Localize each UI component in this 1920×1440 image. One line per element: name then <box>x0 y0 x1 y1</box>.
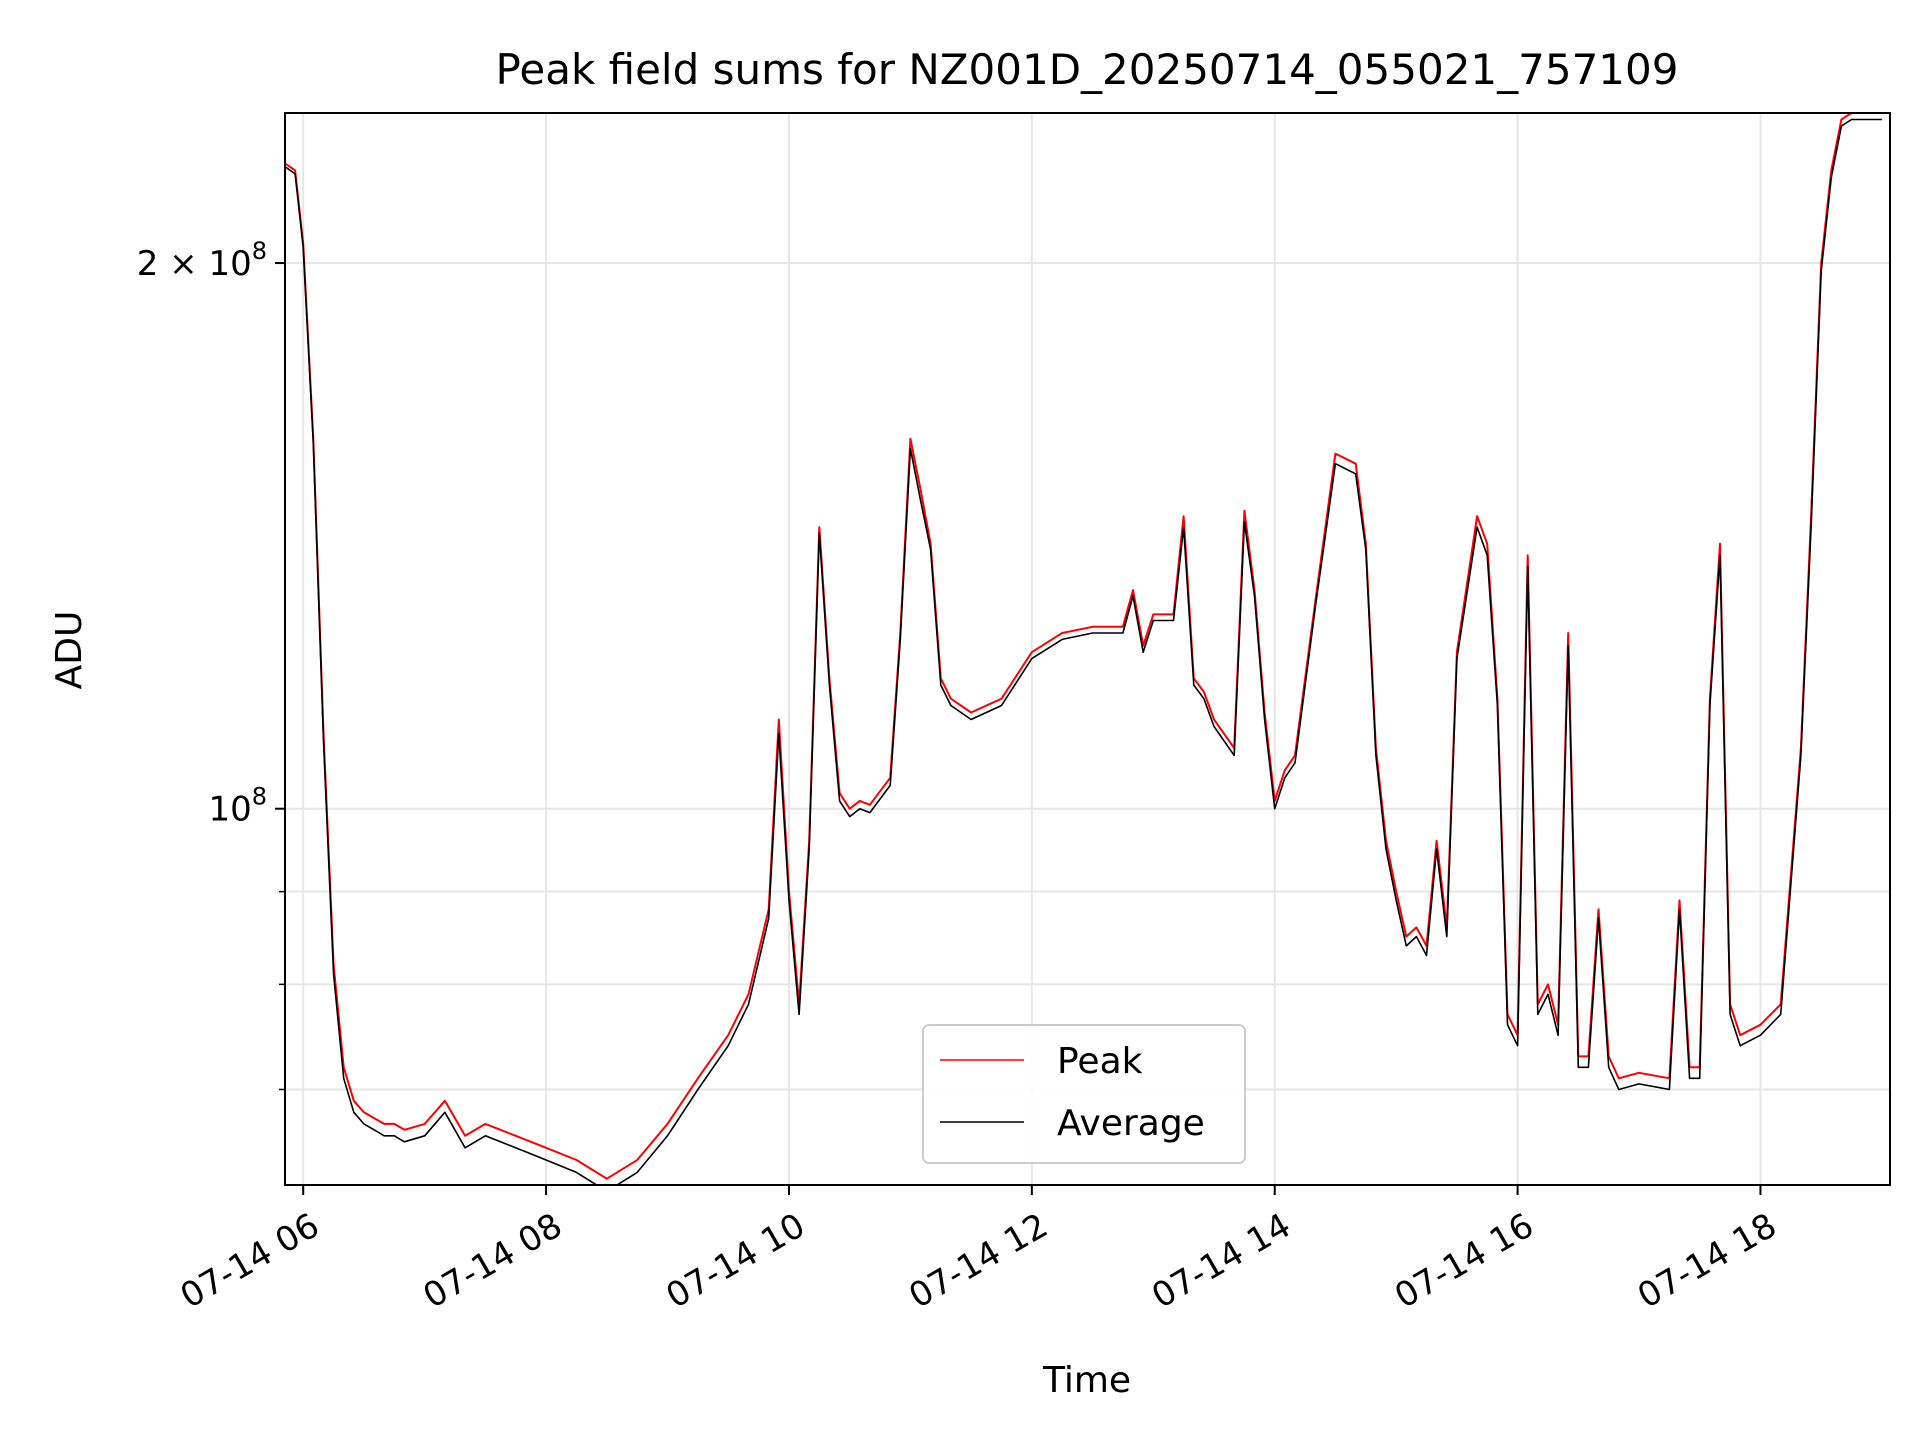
y-tick-label-exponent: 8 <box>252 783 267 811</box>
y-tick-label: 2 × 108 <box>137 237 267 284</box>
chart-title: Peak field sums for NZ001D_20250714_0550… <box>496 45 1679 94</box>
y-axis-label: ADU <box>49 611 90 690</box>
x-axis-label: Time <box>1042 1360 1131 1401</box>
series-line-average <box>285 118 1882 1185</box>
legend-label-peak: Peak <box>1057 1041 1143 1082</box>
plot-series <box>285 113 1882 1185</box>
legend-label-average: Average <box>1057 1103 1205 1144</box>
y-tick-label-coefficient: 2 × <box>137 244 209 284</box>
grid <box>285 113 1890 1185</box>
y-tick-label-base: 10 <box>208 790 251 830</box>
y-tick-label: 108 <box>208 783 267 830</box>
legend: Peak Average <box>922 1024 1246 1164</box>
series-line-peak <box>285 113 1882 1180</box>
y-tick-label-base: 10 <box>208 244 251 284</box>
y-tick-label-exponent: 8 <box>252 237 267 265</box>
plot-frame <box>284 112 1891 1186</box>
